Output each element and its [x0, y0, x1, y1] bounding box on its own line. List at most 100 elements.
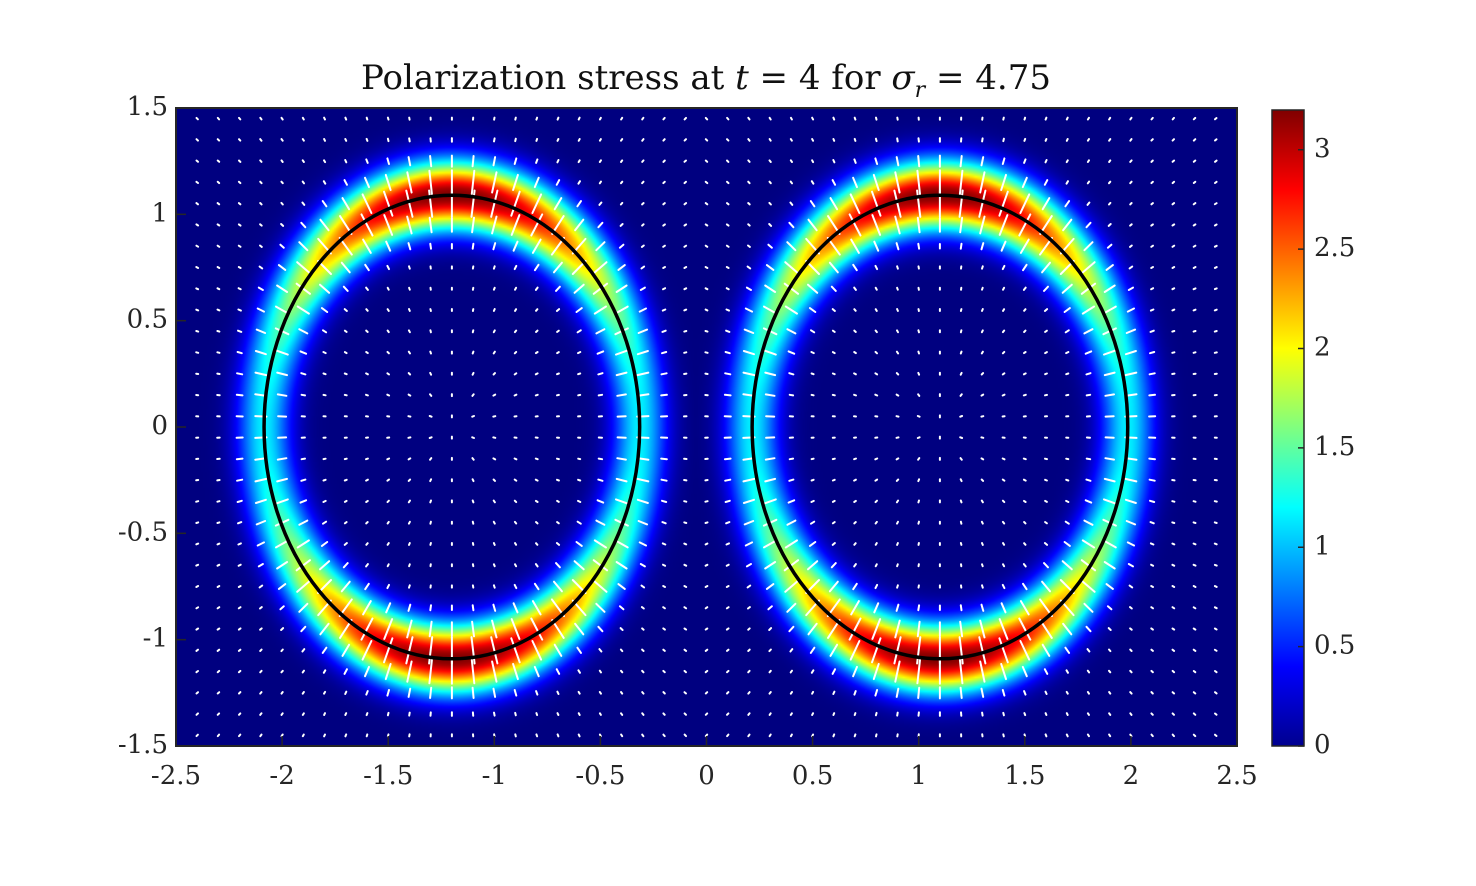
stress-arrow: [784, 580, 799, 593]
stress-arrow: [979, 215, 986, 235]
stress-arrow: [1129, 244, 1133, 248]
stress-arrow: [1108, 712, 1112, 716]
stress-arrow: [471, 499, 475, 504]
stress-arrow: [725, 287, 730, 291]
stress-arrow: [959, 542, 963, 546]
stress-arrow: [662, 712, 666, 716]
stress-arrow: [216, 223, 221, 227]
stress-arrow: [874, 542, 878, 546]
stress-arrow: [492, 499, 496, 504]
stress-arrow: [1192, 563, 1197, 567]
stress-arrow: [513, 457, 518, 461]
stress-arrow: [365, 116, 369, 121]
stress-arrow: [1192, 585, 1197, 588]
stress-arrow: [255, 328, 267, 334]
stress-arrow: [959, 216, 964, 234]
stress-arrow: [492, 156, 497, 167]
stress-arrow: [386, 350, 390, 355]
stress-arrow: [916, 436, 921, 439]
stress-arrow: [725, 308, 730, 312]
stress-arrow: [535, 712, 539, 717]
stress-arrow: [788, 221, 795, 229]
stress-arrow: [768, 180, 772, 185]
stress-arrow: [1001, 499, 1006, 504]
stress-arrow: [683, 500, 688, 503]
stress-arrow: [1085, 457, 1092, 461]
stress-arrow: [365, 286, 369, 291]
stress-arrow: [1086, 201, 1091, 206]
stress-arrow: [343, 372, 348, 376]
stress-arrow: [662, 648, 666, 652]
stress-arrow: [896, 308, 899, 312]
stress-arrow: [512, 240, 519, 252]
stress-arrow: [916, 189, 922, 218]
stress-arrow: [237, 585, 242, 588]
stress-arrow: [768, 159, 772, 163]
stress-arrow: [874, 689, 879, 697]
stress-arrow: [319, 560, 331, 571]
stress-arrow: [319, 622, 330, 636]
stress-arrow: [619, 648, 624, 653]
stress-arrow: [237, 648, 242, 652]
stress-arrow: [895, 478, 900, 482]
stress-arrow: [553, 580, 563, 593]
stress-arrow: [408, 265, 411, 270]
stress-arrow: [725, 542, 730, 546]
stress-arrow: [216, 159, 221, 163]
stress-arrow: [1019, 600, 1030, 616]
stress-arrow: [1102, 305, 1117, 315]
stress-arrow: [553, 197, 563, 211]
stress-arrow: [1065, 351, 1070, 355]
stress-arrow: [619, 201, 624, 206]
stress-arrow: [683, 712, 687, 716]
stress-arrow: [896, 265, 899, 270]
stress-arrow: [531, 238, 542, 254]
stress-arrow: [323, 159, 327, 164]
stress-arrow: [1192, 521, 1197, 524]
stress-arrow: [279, 605, 285, 611]
stress-arrow: [959, 155, 963, 168]
stress-arrow: [661, 308, 667, 312]
stress-arrow: [406, 215, 413, 235]
stress-arrow: [998, 190, 1009, 217]
stress-arrow: [1023, 329, 1027, 333]
stress-arrow: [894, 619, 901, 639]
stress-arrow: [916, 636, 922, 665]
stress-arrow: [704, 180, 709, 185]
stress-arrow: [1124, 350, 1137, 356]
stress-arrow: [662, 266, 666, 269]
stress-arrow: [875, 116, 878, 121]
stress-arrow: [535, 116, 539, 121]
stress-arrow: [849, 640, 861, 661]
stress-arrow: [259, 202, 263, 206]
stress-arrow: [916, 216, 921, 234]
stress-arrow: [1148, 478, 1156, 482]
stress-arrow: [513, 157, 518, 165]
stress-arrow: [704, 138, 709, 142]
stress-arrow: [683, 351, 688, 354]
stress-arrow: [598, 159, 602, 163]
stress-arrow: [959, 499, 963, 504]
stress-arrow: [1150, 627, 1154, 631]
stress-arrow: [852, 665, 858, 678]
stress-arrow: [343, 179, 348, 186]
x-tick-label: -0.5: [575, 761, 625, 791]
stress-arrow: [726, 733, 730, 738]
stress-arrow: [810, 351, 815, 355]
stress-arrow: [429, 520, 432, 525]
stress-arrow: [620, 733, 624, 738]
stress-arrow: [593, 539, 607, 549]
stress-arrow: [895, 242, 900, 251]
stress-arrow: [874, 583, 879, 590]
stress-arrow: [492, 478, 496, 482]
stress-arrow: [660, 372, 668, 376]
stress-arrow: [808, 307, 817, 313]
stress-arrow: [744, 307, 754, 313]
stress-arrow: [556, 159, 560, 164]
stress-arrow: [829, 197, 839, 211]
stress-arrow: [534, 351, 539, 355]
stress-arrow: [980, 457, 985, 461]
stress-arrow: [534, 563, 539, 568]
stress-arrow: [320, 307, 329, 313]
stress-arrow: [704, 712, 709, 716]
